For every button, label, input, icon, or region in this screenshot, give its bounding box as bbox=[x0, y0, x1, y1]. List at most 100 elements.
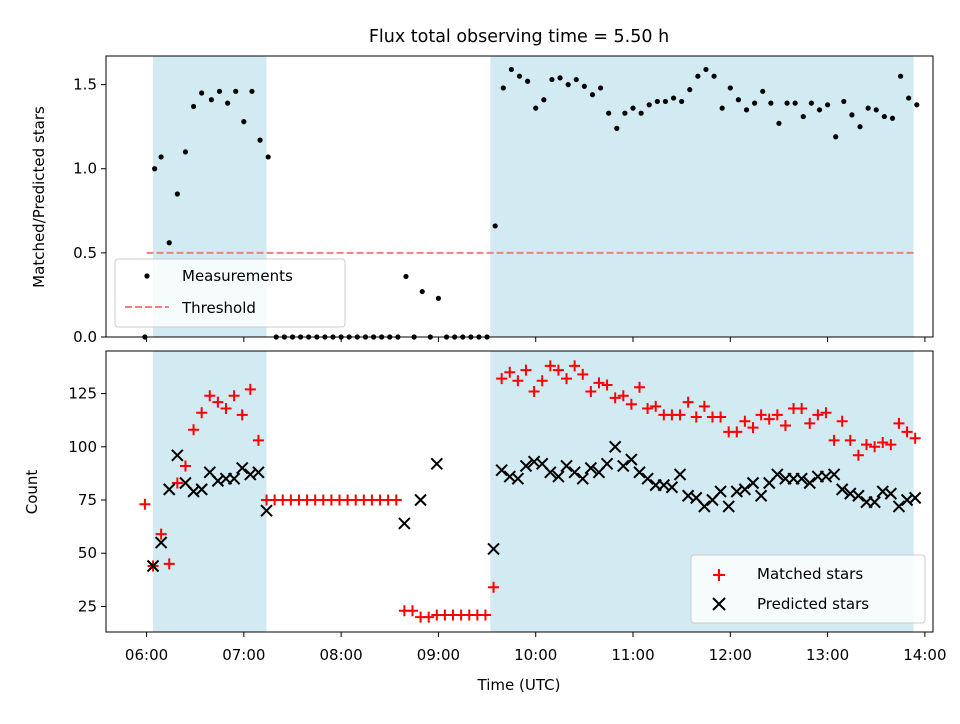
matched-stars-point-90 bbox=[869, 441, 881, 453]
predicted-stars-point-32 bbox=[600, 457, 614, 471]
matched-stars-point-33 bbox=[406, 605, 418, 617]
measurements-point-44 bbox=[500, 85, 506, 91]
measurements-point-4 bbox=[174, 191, 180, 197]
matched-stars-point-91 bbox=[877, 437, 889, 449]
legend-threshold-label: Threshold bbox=[181, 299, 256, 317]
matched-stars-point-76 bbox=[755, 409, 767, 421]
measurements-point-89 bbox=[865, 105, 871, 111]
measurements-point-60 bbox=[630, 105, 636, 111]
measurements-point-70 bbox=[711, 73, 717, 79]
measurements-point-2 bbox=[158, 154, 164, 160]
matched-stars-point-88 bbox=[852, 449, 864, 461]
predicted-stars-point-1 bbox=[154, 536, 168, 549]
measurements-point-83 bbox=[816, 107, 823, 113]
matched-stars-point-50 bbox=[544, 360, 556, 372]
measurements-point-36 bbox=[435, 295, 442, 301]
matched-stars-point-78 bbox=[771, 409, 783, 421]
x-tick-label-0: 06:00 bbox=[125, 646, 168, 664]
matched-stars-point-92 bbox=[885, 439, 897, 451]
measurements-point-65 bbox=[670, 95, 677, 101]
legend-predicted-marker bbox=[712, 597, 726, 611]
predicted-stars-point-37 bbox=[641, 472, 654, 485]
measurements-point-47 bbox=[525, 78, 531, 84]
predicted-stars-point-47 bbox=[722, 500, 735, 513]
measurements-point-87 bbox=[849, 112, 855, 118]
matched-stars-point-54 bbox=[577, 368, 589, 380]
matched-stars-point-31 bbox=[390, 494, 402, 506]
predicted-stars-point-40 bbox=[665, 481, 679, 494]
matched-stars-point-5 bbox=[179, 460, 191, 472]
matched-stars-point-89 bbox=[861, 439, 873, 451]
top-y-axis-label: Matched/Predicted stars bbox=[30, 106, 48, 288]
predicted-stars-point-46 bbox=[714, 485, 727, 498]
matched-stars-point-51 bbox=[552, 364, 564, 376]
matched-stars-point-86 bbox=[836, 415, 848, 427]
legend-top: Measurements Threshold bbox=[114, 258, 346, 328]
matched-stars-point-66 bbox=[674, 409, 686, 421]
measurements-point-79 bbox=[784, 100, 790, 106]
measurements-point-86 bbox=[841, 98, 847, 105]
matched-stars-point-71 bbox=[715, 411, 727, 423]
matched-stars-point-75 bbox=[747, 422, 759, 434]
matched-stars-point-73 bbox=[731, 426, 743, 438]
predicted-stars-point-2 bbox=[163, 483, 176, 496]
matched-stars-point-85 bbox=[828, 434, 840, 446]
bottom-y-tick-label-3: 100 bbox=[68, 438, 97, 456]
measurements-point-12 bbox=[241, 119, 247, 125]
matched-stars-point-87 bbox=[844, 434, 856, 446]
matched-stars-point-95 bbox=[909, 432, 921, 444]
predicted-stars-point-15 bbox=[398, 517, 411, 530]
predicted-stars-point-0 bbox=[146, 559, 160, 573]
measurements-point-64 bbox=[662, 98, 669, 105]
matched-stars-point-93 bbox=[893, 417, 905, 429]
measurements-point-68 bbox=[695, 73, 701, 79]
measurements-point-7 bbox=[199, 90, 205, 96]
legend-bottom: Matched stars Predicted stars bbox=[690, 554, 926, 624]
measurements-point-67 bbox=[687, 87, 693, 93]
measurements-point-73 bbox=[735, 97, 742, 103]
matched-stars-point-14 bbox=[252, 434, 264, 446]
matched-stars-point-7 bbox=[196, 407, 208, 419]
predicted-stars-point-68 bbox=[892, 500, 906, 513]
bottom-y-axis-label: Count bbox=[23, 470, 41, 515]
measurements-point-94 bbox=[906, 95, 912, 101]
matched-stars-point-13 bbox=[244, 383, 256, 395]
matched-stars-point-3 bbox=[163, 558, 175, 570]
predicted-stars-point-11 bbox=[236, 461, 249, 475]
measurements-point-72 bbox=[727, 85, 733, 91]
legend-matched-marker bbox=[713, 569, 725, 581]
measurements-point-5 bbox=[182, 149, 189, 155]
predicted-stars-point-30 bbox=[584, 461, 598, 475]
matched-stars-point-67 bbox=[682, 396, 694, 408]
matched-stars-point-6 bbox=[188, 424, 200, 436]
predicted-stars-point-51 bbox=[754, 489, 768, 502]
x-tick-label-5: 11:00 bbox=[611, 646, 654, 664]
bottom-y-tick-label-2: 75 bbox=[78, 491, 97, 509]
legend-predicted-label: Predicted stars bbox=[757, 595, 869, 613]
measurements-point-74 bbox=[743, 107, 750, 113]
matched-stars-point-74 bbox=[739, 415, 751, 427]
bottom-y-tick-label-4: 125 bbox=[68, 385, 97, 403]
measurements-point-48 bbox=[533, 105, 539, 111]
measurements-point-95 bbox=[914, 102, 920, 108]
predicted-stars-point-60 bbox=[827, 468, 841, 481]
predicted-stars-point-27 bbox=[560, 459, 573, 473]
predicted-stars-point-53 bbox=[771, 468, 784, 481]
chart-title: Flux total observing time = 5.50 h bbox=[369, 27, 669, 47]
measurements-point-49 bbox=[541, 97, 547, 103]
predicted-stars-point-41 bbox=[673, 468, 687, 481]
matched-stars-point-94 bbox=[901, 426, 913, 438]
x-tick-label-4: 10:00 bbox=[514, 646, 557, 664]
matched-stars-point-68 bbox=[690, 411, 702, 423]
matched-stars-point-79 bbox=[779, 420, 791, 432]
legend-measurements-marker bbox=[144, 273, 150, 279]
measurements-point-52 bbox=[565, 82, 571, 88]
measurements-point-54 bbox=[581, 83, 587, 89]
matched-stars-point-44 bbox=[496, 373, 508, 385]
predicted-stars-point-57 bbox=[803, 476, 816, 490]
measurements-point-66 bbox=[679, 98, 685, 105]
x-tick-label-3: 09:00 bbox=[417, 646, 460, 664]
measurements-point-90 bbox=[873, 107, 879, 113]
measurements-point-11 bbox=[233, 88, 239, 94]
measurements-point-77 bbox=[768, 100, 774, 106]
